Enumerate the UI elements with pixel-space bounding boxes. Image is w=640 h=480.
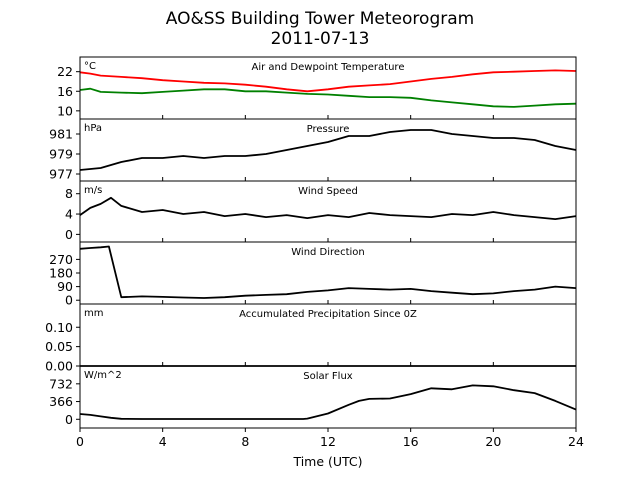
- pressure-y-tick-label: 977: [49, 167, 73, 182]
- pressure-y-tick-label: 981: [49, 127, 73, 142]
- wdir-series-line-0: [79, 245, 577, 299]
- solar-unit-label: W/m^2: [84, 370, 122, 381]
- precip-panel-title: Accumulated Precipitation Since 0Z: [239, 309, 417, 320]
- x-axis: 0 4 8 12 16 20 24: [76, 428, 584, 449]
- x-axis-label: Time (UTC): [292, 454, 362, 469]
- temp-y-tick-label: 10: [57, 103, 73, 118]
- x-tick-label: 0: [76, 434, 84, 449]
- wdir-panel-title: Wind Direction: [291, 247, 365, 258]
- wspd-unit-label: m/s: [84, 185, 102, 196]
- x-tick-label: 24: [568, 434, 584, 449]
- pressure-y-tick-label: 979: [49, 147, 73, 162]
- panel-temp: 10 16 22 °C Air and Dewpoint Temperature: [57, 56, 577, 120]
- x-tick-label: 16: [403, 434, 419, 449]
- x-tick-label: 20: [485, 434, 501, 449]
- panel-precip: 0.00 0.05 0.10 mm Accumulated Precipitation …: [45, 303, 577, 374]
- wspd-panel-title: Wind Speed: [298, 186, 358, 197]
- wspd-y-tick-label: 0: [65, 227, 73, 242]
- pressure-series-line-0: [79, 129, 577, 171]
- precip-y-tick-label: 0.10: [45, 320, 73, 335]
- temp-panel-title: Air and Dewpoint Temperature: [252, 62, 405, 73]
- pressure-unit-label: hPa: [84, 123, 102, 134]
- precip-unit-label: mm: [84, 308, 103, 319]
- x-tick-label: 8: [241, 434, 249, 449]
- wdir-y-tick-label: 90: [57, 279, 73, 294]
- temp-y-tick-label: 16: [57, 84, 73, 99]
- panel-solar: 0 366 732 W/m^2 Solar Flux: [49, 365, 577, 429]
- temp-y-tick-label: 22: [57, 64, 73, 79]
- panel-wspd: 0 4 8 m/s Wind Speed: [65, 180, 577, 243]
- temp-series-line-1: [79, 87, 577, 108]
- wdir-y-tick-label: 270: [49, 252, 73, 267]
- wspd-y-tick-label: 4: [65, 207, 73, 222]
- solar-series-line-0: [79, 384, 577, 420]
- precip-y-tick-label: 0.05: [45, 339, 73, 354]
- wdir-y-tick-label: 180: [49, 266, 73, 281]
- solar-y-tick-label: 366: [49, 394, 73, 409]
- wdir-y-tick-label: 0: [65, 293, 73, 308]
- chart-subtitle: 2011-07-13: [271, 29, 370, 49]
- solar-y-tick-label: 0: [65, 412, 73, 427]
- precip-y-tick-label: 0.00: [45, 359, 73, 374]
- x-tick-label: 12: [320, 434, 336, 449]
- wspd-series-line-0: [79, 196, 577, 221]
- chart-title: AO&SS Building Tower Meteorogram: [166, 9, 474, 29]
- pressure-panel-title: Pressure: [307, 124, 350, 135]
- temp-unit-label: °C: [84, 61, 96, 72]
- solar-panel-title: Solar Flux: [303, 371, 353, 382]
- solar-y-tick-label: 732: [49, 376, 73, 391]
- temp-series-line-0: [79, 69, 577, 93]
- panel-pressure: 977 979 981 hPa Pressure: [49, 118, 577, 182]
- x-tick-label: 4: [159, 434, 167, 449]
- wspd-y-tick-label: 8: [65, 186, 73, 201]
